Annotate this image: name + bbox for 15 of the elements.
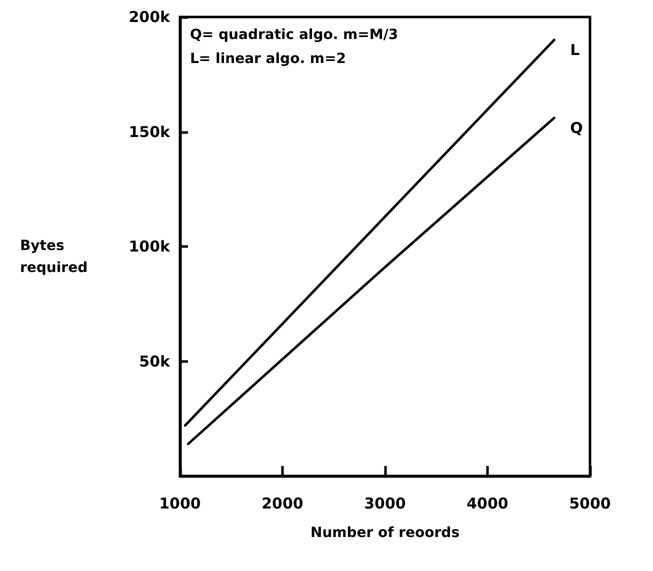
series-label: Q bbox=[570, 118, 583, 137]
annotation: L= linear algo. m=2 bbox=[190, 51, 346, 67]
x-tick-label: 4000 bbox=[466, 494, 508, 512]
y-tick-label: 150k bbox=[128, 122, 172, 141]
x-tick-label: 1000 bbox=[159, 494, 201, 512]
annotation: Q= quadratic algo. m=M/3 bbox=[190, 27, 398, 43]
x-axis-title: Number of reoords bbox=[310, 525, 460, 541]
y-tick-label: 50k bbox=[139, 352, 172, 370]
x-tick-label: 5000 bbox=[569, 494, 611, 512]
y-axis-title: Bytes required bbox=[20, 238, 88, 276]
y-tick-label: 200k bbox=[128, 8, 172, 26]
series-label: L bbox=[570, 40, 580, 59]
x-tick-label: 2000 bbox=[262, 494, 304, 512]
y-tick-label: 100k bbox=[128, 238, 172, 256]
x-tick-label: 3000 bbox=[364, 494, 406, 512]
